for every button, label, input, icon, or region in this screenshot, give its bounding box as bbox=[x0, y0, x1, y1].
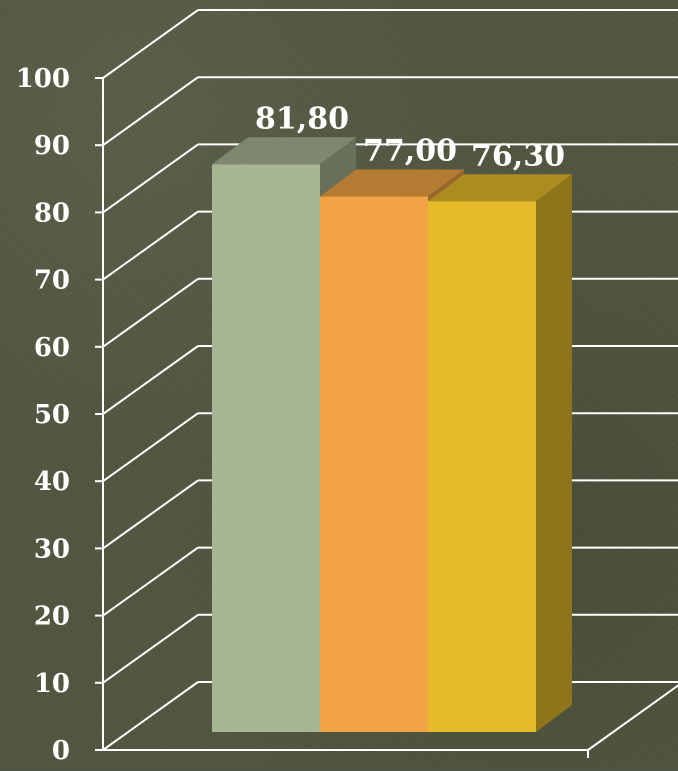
gridline-diagonal bbox=[102, 210, 199, 281]
bar-top bbox=[320, 169, 464, 197]
bar-side bbox=[536, 174, 572, 732]
gridline-diagonal bbox=[102, 143, 199, 214]
bar-front-1 bbox=[212, 164, 320, 732]
y-tick-label: 100 bbox=[16, 64, 70, 94]
bar-front-2 bbox=[320, 196, 428, 732]
y-tick-label: 60 bbox=[34, 333, 70, 363]
data-label: 81,80 bbox=[255, 101, 349, 136]
bar-layer bbox=[212, 137, 572, 732]
bar-top bbox=[428, 174, 572, 202]
y-tick-label: 10 bbox=[34, 669, 70, 699]
y-tick-label: 40 bbox=[34, 467, 70, 497]
gridline-diagonal bbox=[102, 546, 199, 617]
bar-front-3 bbox=[428, 201, 536, 732]
bar-3 bbox=[428, 174, 572, 732]
y-tick-label: 20 bbox=[34, 602, 70, 632]
y-tick-label: 0 bbox=[52, 736, 70, 766]
gridline-diagonal bbox=[102, 412, 199, 483]
gridline-diagonal bbox=[102, 345, 199, 415]
floor-right-edge bbox=[587, 684, 678, 751]
data-label: 77,00 bbox=[363, 134, 457, 169]
data-label: 76,30 bbox=[471, 138, 565, 173]
gridline-diagonal bbox=[102, 277, 199, 348]
y-tick-label: 80 bbox=[34, 198, 70, 228]
y-tick-label: 70 bbox=[34, 266, 70, 296]
y-tick-label: 90 bbox=[34, 131, 70, 161]
y-tick-label: 50 bbox=[34, 400, 70, 430]
y-tick-label: 30 bbox=[34, 534, 70, 564]
gridline-diagonal bbox=[102, 613, 199, 684]
bar-top bbox=[212, 137, 356, 165]
gridline-diagonal bbox=[102, 479, 199, 550]
gridline-diagonal bbox=[102, 76, 199, 147]
label-layer: 0 10 20 30 40 50 60 70 80 90 100 81,80 77,00 76,30 bbox=[16, 64, 565, 766]
gridline-diagonal bbox=[102, 681, 199, 751]
gridline-diagonal bbox=[102, 9, 199, 79]
